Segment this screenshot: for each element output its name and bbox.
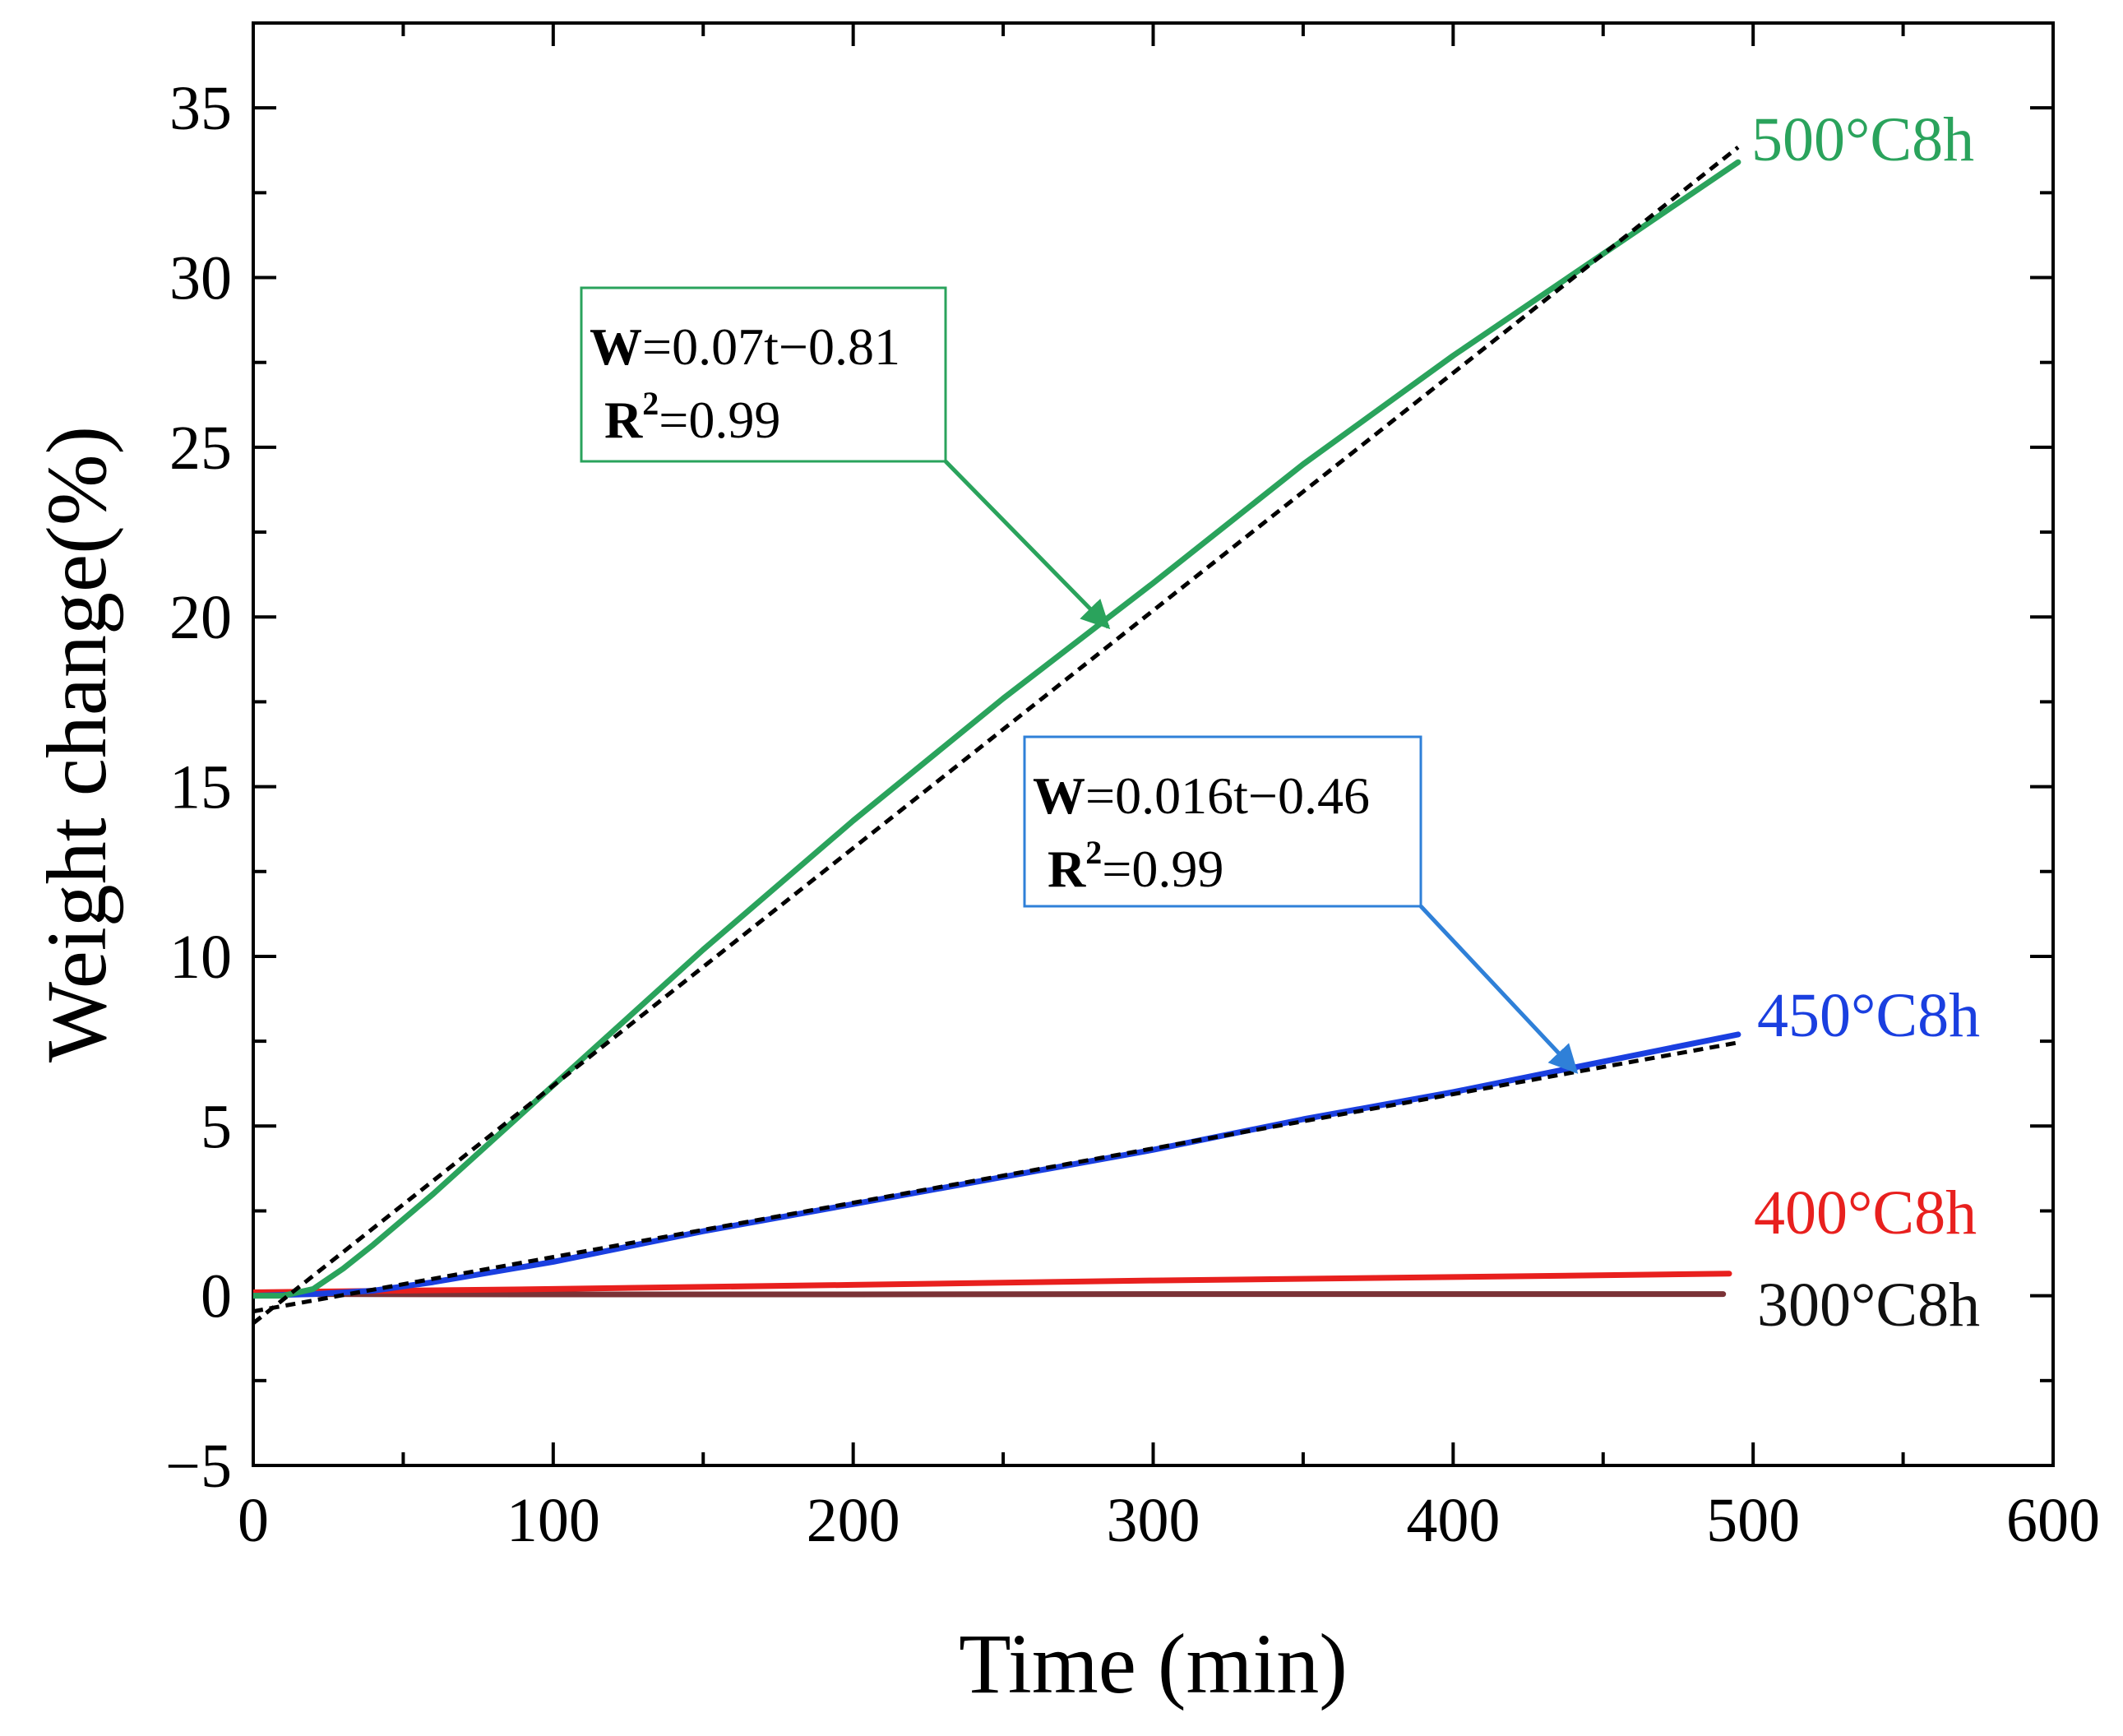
series-label-5008: 500°C8h xyxy=(1751,105,1974,174)
fit-500-arrow xyxy=(946,461,1108,627)
x-tick-label: 200 xyxy=(807,1486,900,1555)
r2-superscript: 2 xyxy=(642,385,659,422)
r2-body: =0.99 xyxy=(1102,840,1223,898)
fit-500-r2-text: R2=0.99 xyxy=(604,385,780,449)
equation-body: =0.016t−0.46 xyxy=(1085,766,1370,825)
series-line-5008 xyxy=(253,162,1738,1295)
equation-variable: W xyxy=(590,317,642,376)
y-tick-label: 5 xyxy=(201,1092,232,1161)
fit-500-dashed-line xyxy=(253,147,1738,1323)
x-tick-label: 0 xyxy=(238,1486,269,1555)
y-tick-label: 30 xyxy=(169,244,232,313)
series-line-4508 xyxy=(253,1035,1738,1296)
x-tick-label: 100 xyxy=(506,1486,600,1555)
r2-superscript: 2 xyxy=(1085,834,1102,871)
fit-500-equation-text: W=0.07t−0.81 xyxy=(590,317,900,376)
y-axis-title: Weight change(%) xyxy=(30,426,124,1062)
x-tick-label: 300 xyxy=(1107,1486,1200,1555)
x-tick-label: 500 xyxy=(1706,1486,1800,1555)
y-tick-label: 20 xyxy=(169,583,232,652)
fit-450-arrow xyxy=(1421,906,1576,1072)
x-axis-title: Time (min) xyxy=(959,1617,1348,1711)
series-label-4008: 400°C8h xyxy=(1754,1178,1977,1248)
r2-variable: R xyxy=(604,391,643,449)
x-tick-label: 600 xyxy=(2006,1486,2100,1555)
x-tick-label: 400 xyxy=(1406,1486,1500,1555)
y-tick-label: 15 xyxy=(169,753,232,822)
y-tick-label: 35 xyxy=(169,74,232,143)
plot-area xyxy=(253,147,1738,1323)
fit-450-r2-text: R2=0.99 xyxy=(1048,834,1223,898)
series-label-4508: 450°C8h xyxy=(1757,981,1980,1050)
y-tick-label: 10 xyxy=(169,923,232,992)
y-tick-label: 0 xyxy=(201,1262,232,1331)
y-tick-label: 25 xyxy=(169,414,232,483)
equation-body: =0.07t−0.81 xyxy=(642,317,900,376)
r2-variable: R xyxy=(1048,840,1086,898)
y-tick-label: −5 xyxy=(165,1432,232,1501)
fit-450-equation-text: W=0.016t−0.46 xyxy=(1033,766,1370,825)
r2-body: =0.99 xyxy=(659,391,780,449)
equation-variable: W xyxy=(1033,766,1085,825)
series-label-3008: 300°C8h xyxy=(1757,1271,1980,1340)
